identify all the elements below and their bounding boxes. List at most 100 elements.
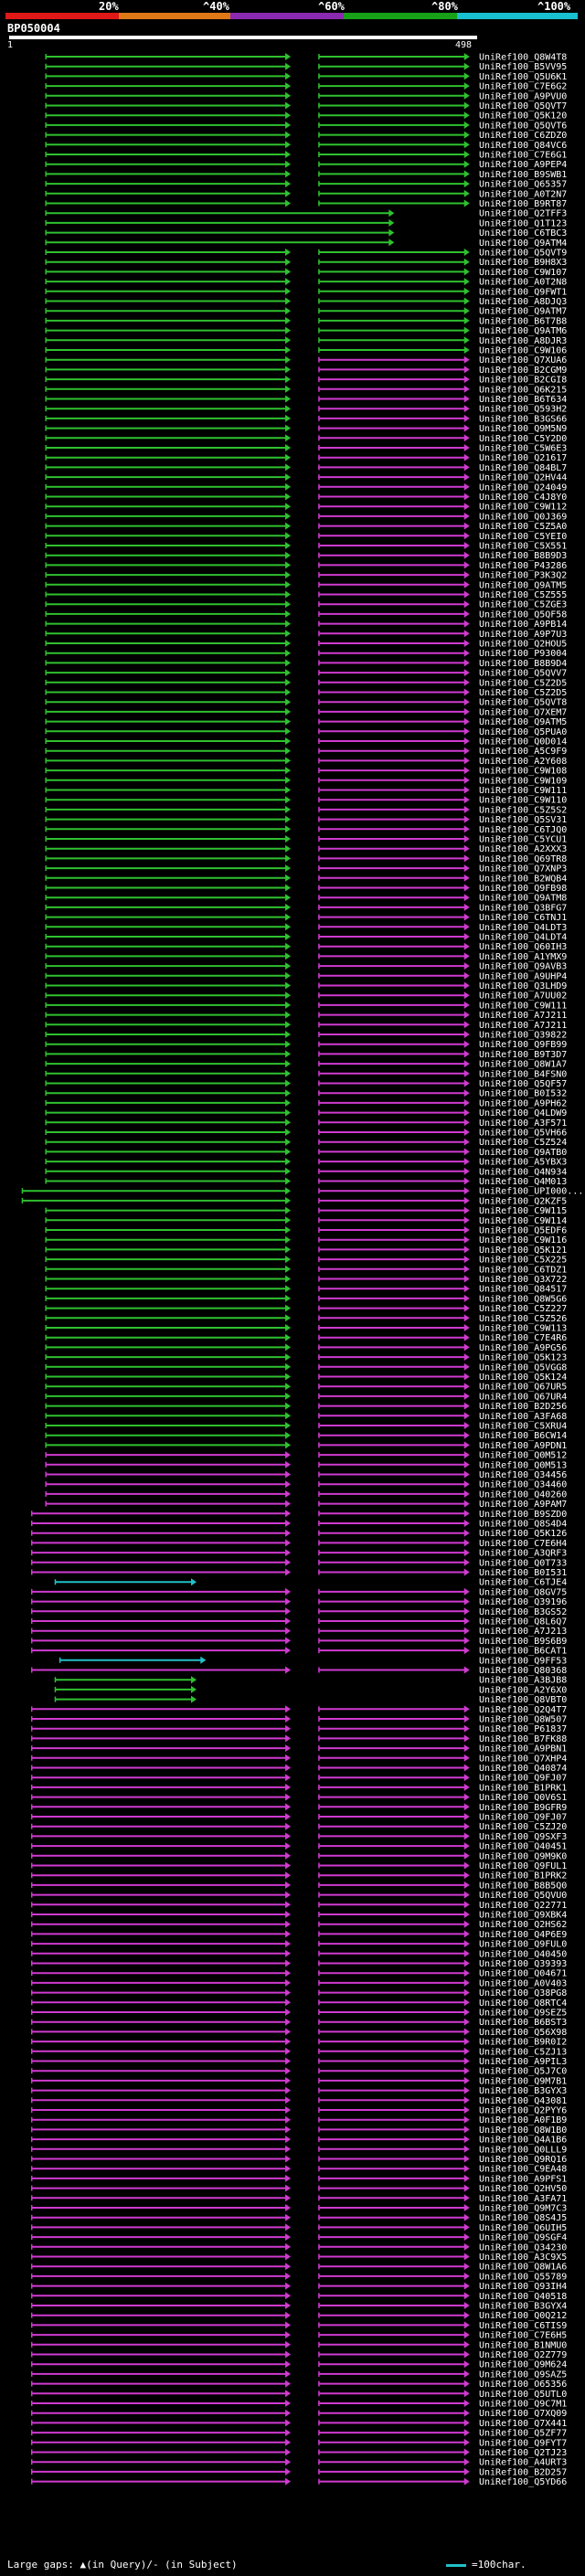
hit-label[interactable]: UniRef100_A9UHP4 [479, 971, 567, 981]
hit-label[interactable]: UniRef100_Q6UIH5 [479, 2223, 567, 2233]
hit-label[interactable]: UniRef100_B8B9D4 [479, 659, 567, 669]
hit-label[interactable]: UniRef100_Q2HV50 [479, 2184, 567, 2194]
hit-label[interactable]: UniRef100_Q9FUL0 [479, 1940, 567, 1950]
hit-label[interactable]: UniRef100_Q9ATB0 [479, 1148, 567, 1158]
hit-label[interactable]: UniRef100_Q5VGG8 [479, 1362, 567, 1373]
hit-label[interactable]: UniRef100_B2D256 [479, 1402, 567, 1412]
hit-label[interactable]: UniRef100_C5YCU1 [479, 835, 567, 845]
hit-label[interactable]: UniRef100_Q0M513 [479, 1460, 567, 1470]
hit-label[interactable]: UniRef100_B4FSN0 [479, 1069, 567, 1079]
hit-label[interactable]: UniRef100_B2D257 [479, 2467, 567, 2477]
hit-label[interactable]: UniRef100_Q39393 [479, 1959, 567, 1969]
hit-label[interactable]: UniRef100_Q9FYT7 [479, 2438, 567, 2448]
hit-label[interactable]: UniRef100_Q7XNP3 [479, 864, 567, 875]
hit-label[interactable]: UniRef100_P61837 [479, 1724, 567, 1734]
hit-label[interactable]: UniRef100_Q34230 [479, 2242, 567, 2253]
hit-label[interactable]: UniRef100_Q0M512 [479, 1451, 567, 1461]
hit-label[interactable]: UniRef100_Q0Q212 [479, 2311, 567, 2321]
hit-label[interactable]: UniRef100_C5Z526 [479, 1314, 567, 1324]
hit-label[interactable]: UniRef100_Q9M624 [479, 2360, 567, 2370]
hit-label[interactable]: UniRef100_Q7XHP4 [479, 1754, 567, 1764]
hit-label[interactable]: UniRef100_Q9ATM4 [479, 239, 567, 249]
hit-label[interactable]: UniRef100_Q2KZF5 [479, 1196, 567, 1206]
hit-label[interactable]: UniRef100_Q9FJ07 [479, 1813, 567, 1823]
hit-label[interactable]: UniRef100_Q34460 [479, 1480, 567, 1490]
hit-label[interactable]: UniRef100_B9SZD0 [479, 1510, 567, 1520]
hit-label[interactable]: UniRef100_B2CGM9 [479, 366, 567, 376]
hit-label[interactable]: UniRef100_Q9FB98 [479, 884, 567, 894]
hit-label[interactable]: UniRef100_Q5K124 [479, 1373, 567, 1383]
hit-label[interactable]: UniRef100_Q5UTL0 [479, 2390, 567, 2400]
hit-label[interactable]: UniRef100_A2XXX3 [479, 844, 567, 854]
hit-label[interactable]: UniRef100_Q80368 [479, 1666, 567, 1676]
hit-label[interactable]: UniRef100_UPI000... [479, 1187, 583, 1197]
hit-label[interactable]: UniRef100_C9W115 [479, 1206, 567, 1216]
hit-label[interactable]: UniRef100_B9T3D7 [479, 1050, 567, 1060]
hit-label[interactable]: UniRef100_Q55789 [479, 2272, 567, 2282]
hit-label[interactable]: UniRef100_Q8W1B0 [479, 2125, 567, 2136]
hit-label[interactable]: UniRef100_Q0V6S1 [479, 1793, 567, 1803]
hit-label[interactable]: UniRef100_A5YBX3 [479, 1158, 567, 1168]
hit-label[interactable]: UniRef100_Q8VBT0 [479, 1695, 567, 1705]
hit-label[interactable]: UniRef100_C5YEI0 [479, 532, 567, 542]
hit-label[interactable]: UniRef100_C5Z524 [479, 1138, 567, 1148]
hit-label[interactable]: UniRef100_Q3LHD9 [479, 981, 567, 991]
hit-label[interactable]: UniRef100_O65356 [479, 2380, 567, 2390]
hit-label[interactable]: UniRef100_Q2HOU5 [479, 640, 567, 650]
hit-label[interactable]: UniRef100_Q8W507 [479, 1715, 567, 1725]
hit-label[interactable]: UniRef100_P93004 [479, 649, 567, 659]
hit-label[interactable]: UniRef100_Q5QF57 [479, 1079, 567, 1089]
hit-label[interactable]: UniRef100_Q21617 [479, 453, 567, 463]
hit-label[interactable]: UniRef100_A3FA68 [479, 1412, 567, 1422]
hit-label[interactable]: UniRef100_Q8W5G6 [479, 1294, 567, 1304]
hit-label[interactable]: UniRef100_A8DJQ3 [479, 297, 567, 307]
hit-label[interactable]: UniRef100_B3GS52 [479, 1607, 567, 1617]
hit-label[interactable]: UniRef100_Q5ZF77 [479, 2429, 567, 2439]
hit-label[interactable]: UniRef100_Q1T123 [479, 218, 567, 228]
hit-label[interactable]: UniRef100_Q40874 [479, 1764, 567, 1774]
hit-label[interactable]: UniRef100_A0T2N8 [479, 278, 567, 288]
hit-label[interactable]: UniRef100_Q4LDW9 [479, 1108, 567, 1118]
hit-label[interactable]: UniRef100_Q5VH66 [479, 1129, 567, 1139]
hit-label[interactable]: UniRef100_A7J211 [479, 1021, 567, 1031]
hit-label[interactable]: UniRef100_Q5QVT6 [479, 121, 567, 131]
hit-label[interactable]: UniRef100_Q9FF53 [479, 1656, 567, 1666]
hit-label[interactable]: UniRef100_A7J211 [479, 1011, 567, 1021]
hit-label[interactable]: UniRef100_Q3X722 [479, 1275, 567, 1285]
hit-label[interactable]: UniRef100_A1YMX9 [479, 952, 567, 962]
hit-label[interactable]: UniRef100_Q67UR5 [479, 1383, 567, 1393]
hit-label[interactable]: UniRef100_A3C9X5 [479, 2253, 567, 2263]
hit-label[interactable]: UniRef100_C9W116 [479, 1235, 567, 1246]
hit-label[interactable]: UniRef100_B2CGI8 [479, 376, 567, 386]
hit-label[interactable]: UniRef100_Q2PYY6 [479, 2106, 567, 2116]
hit-label[interactable]: UniRef100_Q60IH3 [479, 942, 567, 952]
hit-label[interactable]: UniRef100_B6T634 [479, 395, 567, 405]
hit-label[interactable]: UniRef100_C5Z5S2 [479, 805, 567, 815]
hit-label[interactable]: UniRef100_Q40450 [479, 1949, 567, 1959]
hit-label[interactable]: UniRef100_B5VV95 [479, 62, 567, 72]
hit-label[interactable]: UniRef100_Q9FWT1 [479, 287, 567, 297]
hit-label[interactable]: UniRef100_C9EA48 [479, 2165, 567, 2175]
hit-label[interactable]: UniRef100_A9PH62 [479, 1098, 567, 1108]
hit-label[interactable]: UniRef100_Q56X98 [479, 2028, 567, 2038]
hit-label[interactable]: UniRef100_Q9SXF3 [479, 1832, 567, 1842]
hit-label[interactable]: UniRef100_C7E4R6 [479, 1333, 567, 1343]
hit-label[interactable]: UniRef100_C6TJE4 [479, 1578, 567, 1588]
hit-label[interactable]: UniRef100_B6CAT1 [479, 1647, 567, 1657]
hit-label[interactable]: UniRef100_C9W107 [479, 268, 567, 278]
hit-label[interactable]: UniRef100_B8B5Q0 [479, 1881, 567, 1891]
hit-label[interactable]: UniRef100_Q0T733 [479, 1558, 567, 1568]
hit-label[interactable]: UniRef100_Q7XQ09 [479, 2409, 567, 2419]
hit-label[interactable]: UniRef100_B2WQB4 [479, 874, 567, 884]
hit-label[interactable]: UniRef100_Q4A1B6 [479, 2136, 567, 2146]
hit-label[interactable]: UniRef100_C5Z2D5 [479, 678, 567, 688]
hit-label[interactable]: UniRef100_C5Y2D0 [479, 434, 567, 444]
hit-label[interactable]: UniRef100_Q0LLL9 [479, 2145, 567, 2155]
hit-label[interactable]: UniRef100_Q84VC6 [479, 141, 567, 151]
hit-label[interactable]: UniRef100_Q5K123 [479, 1353, 567, 1363]
hit-label[interactable]: UniRef100_C9W109 [479, 776, 567, 786]
hit-label[interactable]: UniRef100_A7J213 [479, 1627, 567, 1637]
hit-label[interactable]: UniRef100_B1PRK2 [479, 1871, 567, 1882]
hit-label[interactable]: UniRef100_C6ZDZ0 [479, 131, 567, 141]
hit-label[interactable]: UniRef100_A8DJR3 [479, 336, 567, 346]
